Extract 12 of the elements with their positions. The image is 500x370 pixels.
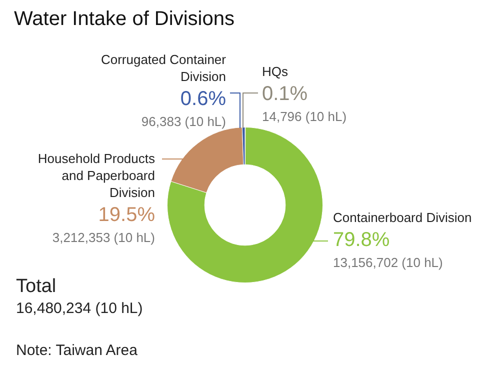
- text: Note: Taiwan Area: [16, 342, 138, 359]
- slice-label: Corrugated Container Division: [100, 52, 227, 84]
- slice-label: HQs: [262, 64, 288, 79]
- data-label: 79.8% 13,156,702 (10 hL): [333, 229, 443, 270]
- data-label: 0.1% 14,796 (10 hL): [262, 83, 347, 124]
- chart-title: Water Intake of Divisions: [14, 8, 234, 31]
- text: 16,480,234 (10 hL): [16, 300, 143, 317]
- text: Total: [16, 276, 56, 298]
- data-label: 19.5% 3,212,353 (10 hL): [52, 204, 156, 245]
- data-label: 0.6% 96,383 (10 hL): [141, 88, 226, 129]
- slice-label: Household Products and Paperboard Division: [38, 151, 156, 200]
- slice-label: Containerboard Division: [333, 210, 472, 225]
